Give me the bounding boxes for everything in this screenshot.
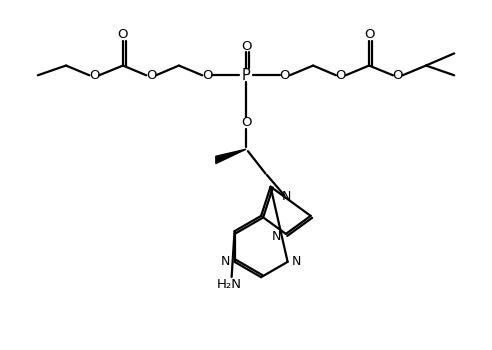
Text: O: O bbox=[241, 40, 251, 52]
Text: N: N bbox=[282, 190, 291, 203]
Text: O: O bbox=[146, 69, 156, 82]
Text: O: O bbox=[393, 69, 403, 82]
Text: O: O bbox=[279, 69, 290, 82]
Text: O: O bbox=[336, 69, 346, 82]
Text: N: N bbox=[292, 255, 301, 268]
Text: P: P bbox=[242, 68, 250, 83]
Text: H₂N: H₂N bbox=[217, 278, 242, 291]
Text: O: O bbox=[364, 28, 374, 41]
Text: N: N bbox=[272, 230, 281, 243]
Text: O: O bbox=[241, 117, 251, 130]
Text: O: O bbox=[118, 28, 128, 41]
Text: O: O bbox=[202, 69, 213, 82]
Text: O: O bbox=[89, 69, 99, 82]
Text: N: N bbox=[221, 255, 230, 268]
Polygon shape bbox=[216, 149, 246, 163]
